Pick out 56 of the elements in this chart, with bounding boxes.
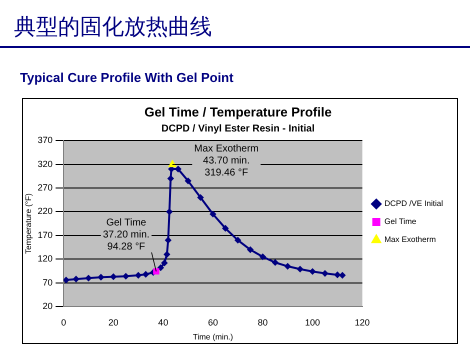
chart-title: Gel Time / Temperature Profile [144,104,332,120]
point [222,225,228,232]
y-axis-title: Temperature (°F) [24,192,34,254]
point [158,264,164,271]
point [284,263,291,270]
point [334,272,340,278]
y-tick-label: 170 [38,230,53,240]
point [234,237,241,244]
point [165,237,172,244]
y-tick-label: 20 [42,301,53,312]
point [272,259,278,266]
x-tick-label: 60 [208,317,218,328]
point [98,274,104,280]
point [247,246,254,253]
point [166,208,172,215]
point [122,273,129,280]
point [142,271,149,278]
annotation: Max Exotherm 43.70 min. 319.46 °F [194,144,259,179]
point [198,194,204,201]
point [168,176,174,182]
point [175,166,182,172]
point [185,178,192,184]
x-tick-label: 20 [108,317,118,328]
point [210,211,216,218]
x-tick-label: 0 [61,317,66,328]
point [110,274,116,280]
legend-label: Gel Time [384,217,417,226]
point [153,268,160,274]
point [161,260,168,266]
y-tick-label: 370 [38,135,53,146]
x-axis-title: Time (min.) [192,332,234,342]
text: 典型的固化放热曲线 [14,14,212,42]
annotation: Gel Time 37.20 min. 94.28 °F [102,217,150,252]
x-tick-label: 120 [354,317,370,328]
point [260,254,266,260]
x-tick-label: 80 [258,317,268,328]
point [322,270,328,276]
chart-subtitle: DCPD / Vinyl Ester Resin - Initial [161,123,315,134]
x-tick-label: 100 [305,317,320,328]
point [73,276,80,282]
y-tick-label: 70 [42,277,53,288]
legend-label: Max Exotherm [384,235,436,244]
legend-label: DCPD /VE Initial [384,199,444,208]
point [339,272,346,278]
x-tick-label: 40 [158,317,168,328]
point [164,251,170,258]
point [297,266,304,272]
point [135,272,142,278]
y-tick-label: 120 [38,254,53,264]
point [310,268,316,275]
text: Typical Cure Profile With Gel Point [20,70,234,85]
y-tick-label: 270 [38,182,53,193]
point [64,277,70,284]
y-tick-label: 320 [38,158,53,169]
point [86,275,92,282]
y-tick-label: 220 [38,206,53,216]
